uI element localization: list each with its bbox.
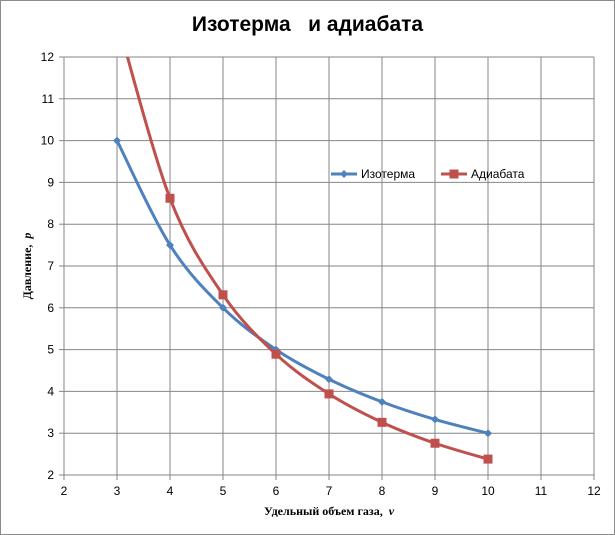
x-tick-label: 8 bbox=[379, 484, 386, 498]
data-point bbox=[377, 417, 387, 427]
x-axis-title-text: Удельный объем газа, bbox=[264, 504, 383, 518]
grid bbox=[63, 56, 595, 476]
y-tick-label: 2 bbox=[47, 468, 54, 482]
y-tick-label: 8 bbox=[47, 217, 54, 231]
data-point bbox=[378, 397, 386, 406]
legend-marker-2 bbox=[449, 169, 459, 179]
data-point bbox=[166, 241, 174, 250]
data-point bbox=[430, 438, 440, 448]
data-point bbox=[165, 193, 175, 203]
data-point bbox=[483, 454, 493, 464]
y-axis-title-text: Давление, bbox=[20, 245, 34, 300]
data-point bbox=[431, 415, 439, 424]
y-tick-label: 4 bbox=[47, 384, 54, 398]
data-point bbox=[113, 136, 121, 145]
y-tick-label: 5 bbox=[47, 343, 54, 357]
y-axis-variable: p bbox=[20, 233, 34, 240]
y-tick-label: 10 bbox=[41, 134, 55, 148]
x-axis-title: Удельный объем газа, v bbox=[264, 504, 395, 518]
x-tick-label: 10 bbox=[481, 484, 495, 498]
y-tick-label: 12 bbox=[41, 50, 55, 64]
series-line-1 bbox=[115, 139, 490, 435]
legend-label-2: Адиабата bbox=[471, 167, 525, 181]
data-point bbox=[325, 375, 333, 384]
y-tick-label: 6 bbox=[47, 301, 54, 315]
x-tick-label: 6 bbox=[273, 484, 280, 498]
chart-title: Изотерма и адиабата bbox=[191, 13, 424, 36]
x-tick-label: 7 bbox=[326, 484, 333, 498]
y-tick-label: 11 bbox=[42, 92, 55, 106]
data-point bbox=[271, 349, 281, 359]
legend-marker-1 bbox=[340, 170, 348, 178]
series-line-2 bbox=[125, 57, 490, 461]
x-tick-label: 12 bbox=[587, 484, 601, 498]
data-point bbox=[219, 303, 227, 312]
x-tick-label: 3 bbox=[114, 484, 121, 498]
series-layer bbox=[115, 57, 490, 461]
legend: Изотерма Адиабата bbox=[331, 167, 525, 181]
y-tick-label: 9 bbox=[47, 175, 54, 189]
x-tick-label: 5 bbox=[220, 484, 227, 498]
x-tick-label: 2 bbox=[61, 484, 68, 498]
x-axis-variable: v bbox=[389, 504, 395, 518]
data-point bbox=[484, 429, 492, 438]
x-tick-label: 9 bbox=[432, 484, 439, 498]
y-axis-title: Давление, p bbox=[20, 233, 34, 300]
x-tick-label: 11 bbox=[535, 484, 548, 498]
data-point bbox=[324, 389, 334, 399]
tick-labels: 2 3 4 5 6 7 8 9 10 11 12 2 3 4 5 6 7 8 9 10 11 12 bbox=[41, 50, 601, 498]
marker-layer bbox=[113, 136, 493, 464]
axes bbox=[59, 56, 595, 480]
data-point bbox=[218, 290, 228, 300]
legend-label-1: Изотерма bbox=[361, 167, 415, 181]
y-tick-label: 7 bbox=[47, 259, 54, 273]
x-tick-label: 4 bbox=[167, 484, 174, 498]
y-tick-label: 3 bbox=[47, 426, 54, 440]
